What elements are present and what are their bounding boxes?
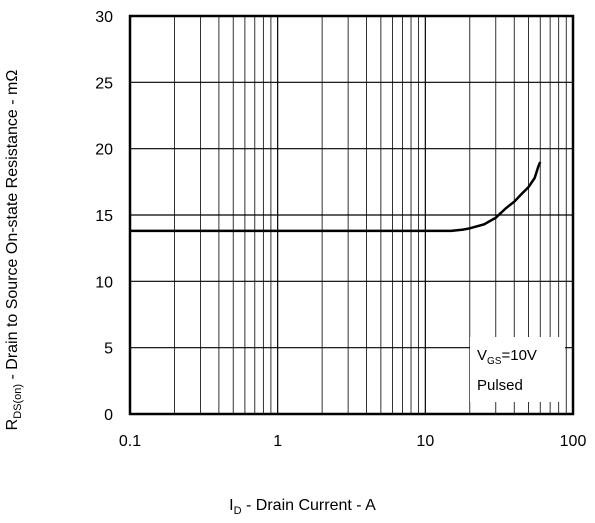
x-tick-label: 1 <box>273 433 282 450</box>
x-tick-label: 10 <box>416 433 434 450</box>
y-tick-label: 15 <box>95 208 113 225</box>
y-tick-label: 5 <box>104 341 113 358</box>
annotation-box: VGS=10V Pulsed <box>470 337 565 402</box>
vgs-annotation: VGS=10V <box>477 347 537 367</box>
x-axis-label: ID - Drain Current - A <box>229 497 376 518</box>
y-tick-label: 0 <box>104 407 113 424</box>
plot-frame <box>128 14 575 416</box>
y-tick-label: 30 <box>95 9 113 26</box>
y-tick-label: 10 <box>95 274 113 291</box>
pulsed-annotation: Pulsed <box>477 377 523 394</box>
y-tick-label: 20 <box>95 142 113 159</box>
x-tick-label: 100 <box>560 433 587 450</box>
series-line <box>130 161 542 233</box>
x-tick-label: 0.1 <box>119 433 141 450</box>
y-tick-label: 25 <box>95 75 113 92</box>
tick-labels: 0 5 10 15 20 25 30 0.1 1 10 100 <box>95 9 586 450</box>
